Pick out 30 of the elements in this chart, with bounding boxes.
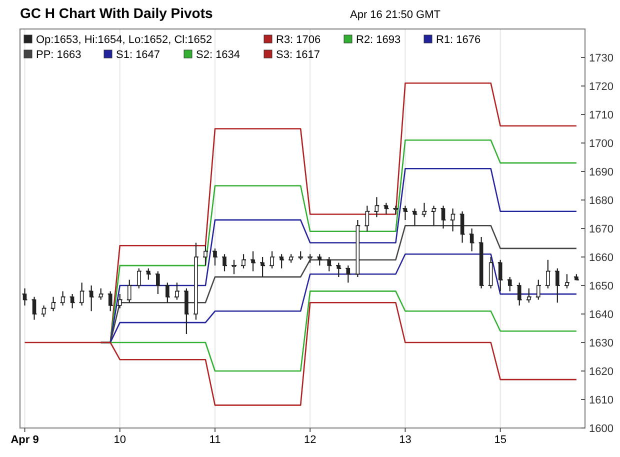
y-tick-label: 1600 — [589, 423, 614, 435]
y-tick-label: 1630 — [589, 338, 614, 350]
y-tick-label: 1650 — [589, 280, 614, 292]
y-tick-label: 1640 — [589, 309, 614, 321]
y-tick-label: 1690 — [589, 166, 614, 178]
legend-label: PP: 1663 — [36, 49, 82, 61]
legend-label: R1: 1676 — [436, 34, 481, 46]
legend-label: Op:1653, Hi:1654, Lo:1652, Cl:1652 — [36, 34, 212, 46]
x-tick-label: 13 — [399, 434, 412, 446]
legend-label: R2: 1693 — [356, 34, 401, 46]
y-tick-label: 1700 — [589, 138, 614, 150]
y-tick-label: 1730 — [589, 52, 614, 64]
x-tick-label: 11 — [209, 434, 221, 446]
x-tick-label: 15 — [494, 434, 506, 446]
y-tick-label: 1660 — [589, 252, 614, 264]
chart-subtitle: Apr 16 21:50 GMT — [350, 9, 441, 21]
y-tick-label: 1680 — [589, 195, 614, 207]
y-tick-label: 1670 — [589, 224, 614, 236]
chart-title: GC H Chart With Daily Pivots — [20, 5, 213, 21]
legend-label: R3: 1706 — [276, 34, 321, 46]
x-tick-label: 12 — [304, 434, 316, 446]
legend-label: S3: 1617 — [276, 49, 320, 61]
x-tick-label: 10 — [114, 434, 126, 446]
y-tick-label: 1720 — [589, 81, 614, 93]
y-tick-label: 1710 — [589, 110, 614, 122]
y-tick-label: 1620 — [589, 366, 614, 378]
y-tick-label: 1610 — [589, 394, 614, 406]
x-tick-label: Apr 9 — [10, 434, 39, 446]
legend-label: S1: 1647 — [116, 49, 160, 61]
legend-label: S2: 1634 — [196, 49, 240, 61]
